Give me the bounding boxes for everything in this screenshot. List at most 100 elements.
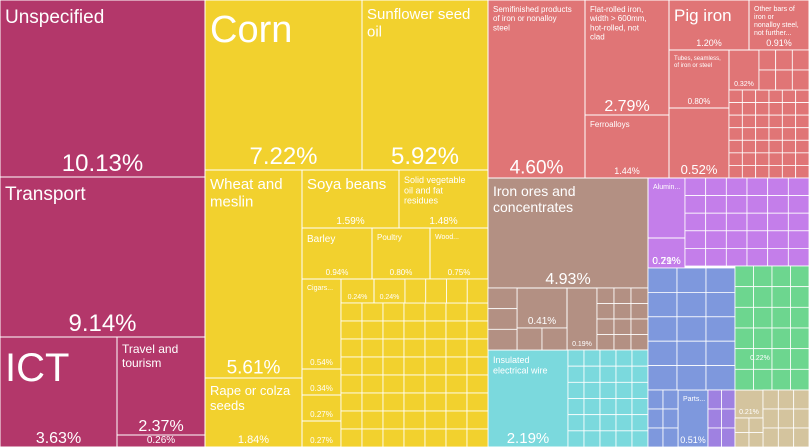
treemap-small-cell[interactable] [684,230,707,249]
treemap-small-cell[interactable] [361,302,384,322]
treemap-small-cell[interactable] [615,365,633,383]
treemap-small-cell[interactable] [382,302,405,322]
treemap-small-cell[interactable] [630,318,649,335]
treemap-small-cell[interactable] [631,430,649,447]
treemap-small-cell[interactable] [725,247,748,267]
treemap-small-cell[interactable] [340,428,363,447]
treemap-small-cell[interactable] [753,306,773,329]
treemap-cell-cell-0-27pct[interactable] [301,420,342,447]
treemap-small-cell[interactable] [768,139,783,154]
treemap-small-cell[interactable] [631,349,649,367]
treemap-small-cell[interactable] [755,152,770,166]
treemap-small-cell[interactable] [613,287,632,304]
treemap-small-cell[interactable] [466,338,489,358]
treemap-small-cell[interactable] [741,127,757,141]
treemap-small-cell[interactable] [753,368,773,391]
treemap-small-cell[interactable] [728,89,743,103]
treemap-small-cell[interactable] [705,291,736,318]
treemap-small-cell[interactable] [728,127,743,141]
treemap-small-cell[interactable] [705,230,727,249]
treemap-small-cell[interactable] [777,408,795,429]
treemap-small-cell[interactable] [795,165,809,179]
treemap-small-cell[interactable] [424,356,447,376]
treemap-cell-cigars[interactable] [301,278,342,370]
treemap-small-cell[interactable] [707,427,722,447]
treemap-small-cell[interactable] [466,392,489,412]
treemap-small-cell[interactable] [647,365,678,391]
treemap-small-cell[interactable] [762,389,779,410]
treemap-small-cell[interactable] [361,320,384,340]
treemap-small-cell[interactable] [583,349,601,367]
treemap-small-cell[interactable] [741,114,757,129]
treemap-small-cell[interactable] [599,381,617,399]
treemap-small-cell[interactable] [615,349,633,367]
treemap-small-cell[interactable] [445,356,468,376]
treemap-small-cell[interactable] [753,265,773,288]
treemap-small-cell[interactable] [403,320,426,340]
treemap-small-cell[interactable] [728,102,743,116]
treemap-small-cell[interactable] [705,247,727,267]
treemap-small-cell[interactable] [768,89,783,103]
treemap-small-cell[interactable] [767,247,789,267]
treemap-small-cell[interactable] [705,195,727,214]
treemap-small-cell[interactable] [445,320,468,340]
treemap-small-cell[interactable] [705,177,727,197]
treemap-small-cell[interactable] [361,428,384,447]
treemap-small-cell[interactable] [705,212,727,232]
treemap-cell-poultry[interactable] [371,227,431,280]
treemap-small-cell[interactable] [424,392,447,412]
treemap-small-cell[interactable] [795,89,809,103]
treemap-small-cell[interactable] [424,320,447,340]
treemap-small-cell[interactable] [599,398,617,416]
treemap-small-cell[interactable] [466,410,489,430]
treemap-small-cell[interactable] [445,302,468,322]
treemap-small-cell[interactable] [781,152,797,166]
treemap-small-cell[interactable] [746,195,769,214]
treemap-small-cell[interactable] [445,392,468,412]
treemap-small-cell[interactable] [790,348,809,370]
treemap-cell-unspecified[interactable] [0,0,206,178]
treemap-small-cell[interactable] [768,102,783,116]
treemap-small-cell[interactable] [424,374,447,394]
treemap-small-cell[interactable] [705,316,736,342]
treemap-small-cell[interactable] [647,316,678,342]
treemap-small-cell[interactable] [755,114,770,129]
treemap-small-cell[interactable] [583,414,601,432]
treemap-small-cell[interactable] [382,374,405,394]
treemap-small-cell[interactable] [728,152,743,166]
treemap-small-cell[interactable] [647,389,664,410]
treemap-small-cell[interactable] [684,212,707,232]
treemap-small-cell[interactable] [734,368,754,391]
treemap-small-cell[interactable] [613,318,632,335]
treemap-small-cell[interactable] [771,306,791,329]
treemap-small-cell[interactable] [403,356,426,376]
treemap-small-cell[interactable] [647,267,678,293]
treemap-small-cell[interactable] [741,152,757,166]
treemap-small-cell[interactable] [748,417,764,433]
treemap-small-cell[interactable] [762,408,779,429]
treemap-small-cell[interactable] [791,69,809,91]
treemap-small-cell[interactable] [755,89,770,103]
treemap-small-cell[interactable] [781,165,797,179]
treemap-small-cell[interactable] [781,114,797,129]
treemap-cell-flat-rolled-iron-width-600mm-hot-rolled-not-clad[interactable] [584,0,670,116]
treemap-small-cell[interactable] [630,287,649,304]
treemap-small-cell[interactable] [795,139,809,154]
treemap-cell-solid-vegetable-oil-and-fat-residues[interactable] [398,169,489,229]
treemap-small-cell[interactable] [734,327,754,350]
treemap-small-cell[interactable] [676,316,707,342]
treemap-small-cell[interactable] [615,430,633,447]
treemap-small-cell[interactable] [746,212,769,232]
treemap-small-cell[interactable] [340,410,363,430]
treemap-small-cell[interactable] [790,286,809,308]
treemap-cell-other-bars-of-iron-or-nonalloy-steel-not-further[interactable] [748,0,809,51]
treemap-small-cell[interactable] [647,408,664,429]
treemap-small-cell[interactable] [791,49,809,71]
treemap-cell-soya-beans[interactable] [301,169,400,229]
treemap-small-cell[interactable] [382,320,405,340]
treemap-small-cell[interactable] [599,349,617,367]
treemap-small-cell[interactable] [382,356,405,376]
treemap-small-cell[interactable] [767,195,789,214]
treemap-small-cell[interactable] [466,320,489,340]
treemap-small-cell[interactable] [382,392,405,412]
